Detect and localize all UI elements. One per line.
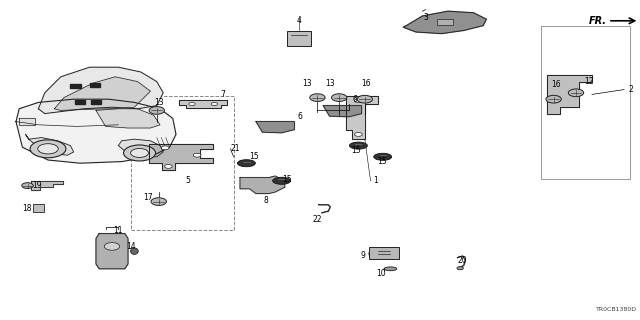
Text: 19: 19 [32, 181, 42, 190]
Ellipse shape [374, 153, 392, 160]
Text: 11: 11 [114, 226, 123, 235]
Text: 22: 22 [312, 215, 321, 224]
Ellipse shape [384, 267, 397, 271]
Bar [33, 204, 44, 212]
Text: 12: 12 [584, 77, 593, 86]
Polygon shape [256, 122, 294, 133]
Text: 6: 6 [297, 112, 302, 121]
Text: 15: 15 [249, 152, 259, 161]
Circle shape [355, 99, 362, 103]
Polygon shape [16, 99, 176, 163]
Text: 16: 16 [550, 80, 561, 89]
Text: 15: 15 [282, 175, 292, 184]
Polygon shape [547, 75, 592, 114]
Text: 13: 13 [302, 79, 312, 88]
Text: 2: 2 [628, 85, 633, 94]
Text: 15: 15 [351, 146, 362, 155]
Ellipse shape [349, 142, 367, 149]
Text: 14: 14 [126, 242, 136, 251]
Polygon shape [179, 100, 227, 108]
Circle shape [124, 145, 156, 161]
Text: 5: 5 [186, 176, 191, 185]
Text: 8: 8 [263, 196, 268, 204]
Circle shape [104, 243, 120, 250]
Polygon shape [118, 139, 163, 157]
Polygon shape [31, 181, 63, 190]
Polygon shape [240, 176, 285, 194]
Circle shape [161, 146, 169, 150]
Circle shape [310, 94, 325, 101]
Circle shape [164, 164, 172, 168]
Circle shape [332, 94, 347, 101]
Text: 20: 20 [458, 256, 468, 265]
Ellipse shape [237, 160, 255, 167]
Text: 18: 18 [22, 204, 31, 212]
Text: 7: 7 [220, 90, 225, 99]
Text: 17: 17 [143, 193, 154, 202]
Circle shape [30, 140, 66, 158]
Circle shape [131, 148, 148, 157]
Polygon shape [96, 234, 128, 269]
Polygon shape [38, 67, 163, 114]
Circle shape [189, 102, 195, 106]
Text: 9: 9 [360, 252, 365, 260]
Polygon shape [70, 84, 81, 88]
Circle shape [22, 183, 33, 188]
Bar [287, 31, 311, 46]
Circle shape [546, 95, 561, 103]
Text: 10: 10 [376, 269, 386, 278]
Polygon shape [90, 83, 100, 87]
Text: 6: 6 [353, 95, 358, 104]
Text: 13: 13 [324, 79, 335, 88]
Circle shape [568, 89, 584, 97]
Text: 3: 3 [423, 13, 428, 22]
Text: 15: 15 [377, 157, 387, 166]
Polygon shape [26, 134, 74, 155]
Polygon shape [149, 144, 213, 170]
Ellipse shape [273, 177, 291, 184]
Bar [369, 247, 399, 259]
Polygon shape [96, 109, 160, 128]
Bar [437, 19, 453, 25]
Text: 4: 4 [296, 16, 301, 25]
Polygon shape [75, 100, 85, 104]
Text: 16: 16 [361, 79, 371, 88]
Polygon shape [54, 77, 150, 110]
Circle shape [149, 107, 164, 114]
Text: 13: 13 [154, 98, 164, 107]
Ellipse shape [457, 267, 463, 270]
Circle shape [151, 198, 166, 205]
Bar [131, 96, 234, 230]
Circle shape [193, 153, 201, 157]
Polygon shape [403, 11, 486, 34]
Text: TR0CB1380D: TR0CB1380D [596, 307, 637, 312]
Polygon shape [19, 118, 35, 125]
Polygon shape [346, 96, 378, 139]
Circle shape [355, 132, 362, 136]
Polygon shape [91, 100, 101, 104]
Circle shape [211, 102, 218, 106]
Text: FR.: FR. [589, 16, 607, 26]
Text: 21: 21 [231, 144, 240, 153]
Text: 1: 1 [373, 176, 378, 185]
Circle shape [357, 95, 372, 103]
Bar [541, 26, 630, 179]
Ellipse shape [131, 248, 138, 254]
Polygon shape [323, 106, 362, 117]
Circle shape [38, 144, 58, 154]
